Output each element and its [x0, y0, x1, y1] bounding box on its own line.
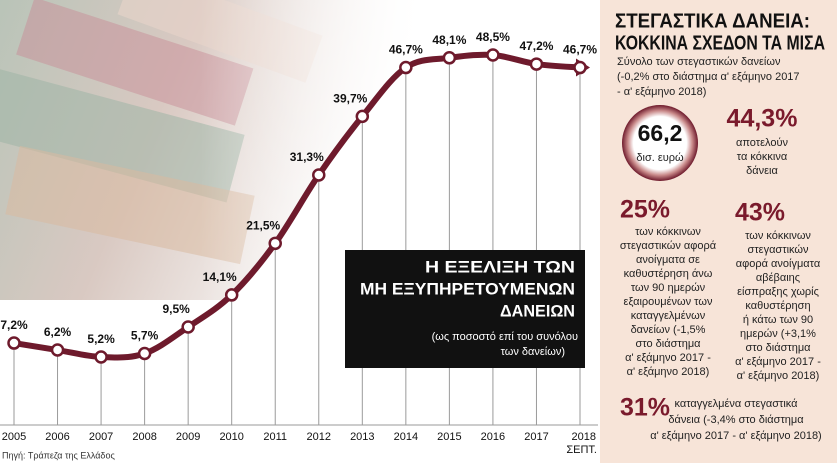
point — [224, 288, 239, 302]
point — [573, 60, 587, 75]
value-label: 48,1% — [432, 33, 466, 47]
block-text: στεγαστικών — [748, 244, 809, 256]
x-tick-label: 2011 — [263, 431, 287, 443]
total-unit: δισ. ευρώ — [636, 152, 684, 164]
point — [181, 320, 195, 334]
block-text: καταγγελμένα στεγαστικά — [674, 398, 798, 410]
block-text: ή κάτω των 90 — [743, 314, 813, 326]
block-text: των κόκκινων — [635, 226, 701, 238]
point — [399, 60, 413, 75]
share-text: τα κόκκινα — [737, 151, 788, 163]
point — [312, 168, 326, 182]
panel-title: ΚΟΚΚΙΝΑ ΣΧΕΔΟΝ ΤΑ ΜΙΣΑ — [615, 32, 825, 54]
block-text: δάνεια (-3,4% στο διάστημα — [668, 414, 804, 426]
block-text: αφορά ανοίγματα — [736, 258, 821, 270]
x-tick-label: 2015 — [437, 431, 461, 443]
panel-subtitle: - α' εξάμηνο 2018) — [617, 86, 706, 98]
block-text: α' εξάμηνο 2018) — [627, 366, 710, 378]
point — [268, 236, 282, 251]
panel-subtitle: Σύνολο των στεγαστικών δανείων — [617, 56, 781, 68]
block-text: α' εξάμηνο 2018) — [737, 370, 820, 382]
block-text: καθυστέρηση άνω — [624, 268, 713, 280]
value-label: 5,7% — [131, 329, 159, 343]
panel-bg — [600, 0, 837, 463]
point — [50, 343, 65, 357]
point — [529, 57, 544, 71]
x-tick-label: 2012 — [307, 431, 331, 443]
x-tick-label: 2008 — [132, 431, 156, 443]
value-label: 14,1% — [203, 270, 237, 284]
value-label: 46,7% — [389, 43, 423, 57]
total: 66,2 — [638, 120, 683, 146]
block-text: καθυστέρηση — [745, 300, 810, 312]
value-label: 47,2% — [519, 39, 553, 53]
block-text: ανοίγματα σε — [636, 254, 700, 266]
point — [7, 336, 21, 350]
line — [13, 51, 581, 361]
x-tick-label: 2010 — [219, 431, 243, 443]
block-text: α' εξάμηνο 2017 - — [625, 352, 711, 364]
block-text: εξαιρουμένων των — [624, 296, 713, 308]
x-tick-label: 2014 — [394, 431, 418, 443]
panel-title: ΣΤΕΓΑΣΤΙΚΑ ΔΑΝΕΙΑ: — [615, 10, 810, 32]
block-text: αβέβαιης — [756, 272, 800, 284]
x-tick-label: 2013 — [350, 431, 374, 443]
x-tick-label: 2016 — [481, 431, 505, 443]
value-label: 39,7% — [333, 92, 367, 106]
chart-title-box — [345, 250, 585, 368]
point — [486, 48, 500, 62]
value-label: 7,2% — [0, 318, 28, 332]
x-tick-label: 2009 — [176, 431, 200, 443]
x-tick-label: 2018 — [572, 431, 596, 443]
block-text: α' εξάμηνο 2017 - — [735, 356, 821, 368]
block-text: των κόκκινων — [745, 230, 811, 242]
block-text: καταγγελμένων — [631, 310, 706, 322]
value-label: 6,2% — [44, 325, 72, 339]
block-text: στο διάστημα — [635, 338, 701, 350]
point — [94, 350, 108, 364]
x-tick-note: ΣΕΠΤ. — [566, 444, 597, 456]
chart-title: Η ΕΞΕΛΙΞΗ ΤΩΝ — [425, 257, 575, 276]
x-tick-label: 2007 — [89, 431, 113, 443]
value-label: 31,3% — [290, 150, 324, 164]
value-label: 5,2% — [87, 332, 115, 346]
chart-subtitle: (ως ποσοστό επί του συνόλου — [432, 331, 578, 343]
block-value: 25% — [620, 196, 670, 224]
block-text: των 90 ημερών — [631, 282, 706, 294]
point — [355, 109, 370, 124]
value-label: 48,5% — [476, 30, 510, 44]
block-text: είσπραξης χωρίς — [737, 286, 819, 298]
chart-title: ΔΑΝΕΙΩΝ — [500, 301, 575, 320]
value-label: 46,7% — [563, 43, 597, 57]
point — [442, 51, 457, 65]
chart-subtitle: των δανείων) — [501, 346, 565, 358]
panel: ΣΤΕΓΑΣΤΙΚΑ ΔΑΝΕΙΑ: ΚΟΚΚΙΝΑ ΣΧΕΔΟΝ ΤΑ ΜΙΣ… — [615, 10, 825, 442]
panel-subtitle: (-0,2% στο διάστημα α' εξάμηνο 2017 — [617, 71, 800, 83]
block-value: 31% — [620, 394, 670, 422]
x-tick-label: 2006 — [45, 431, 69, 443]
block-text: δανείων (-1,5% — [631, 324, 706, 336]
block-text: στο διάστημα — [745, 342, 811, 354]
value-label: 21,5% — [246, 218, 280, 232]
block-text: στεγαστικών αφορά — [620, 240, 717, 252]
block-text: α' εξάμηνο 2017 - α' εξάμηνο 2018) — [650, 430, 821, 442]
share-text: δάνεια — [746, 165, 778, 177]
block-text: ημερών (+3,1% — [740, 328, 816, 340]
point — [137, 346, 152, 361]
source: Πηγή: Τράπεζα της Ελλάδος — [2, 450, 115, 460]
value-label: 9,5% — [162, 302, 190, 316]
chart-title: ΜΗ ΕΞΥΠΗΡΕΤΟΥΜΕΝΩΝ — [360, 279, 575, 298]
total-ring — [622, 105, 698, 181]
x-tick-label: 2017 — [524, 431, 548, 443]
share: 44,3% — [727, 105, 798, 133]
share-text: αποτελούν — [736, 137, 788, 149]
block-value: 43% — [735, 199, 785, 227]
x-tick-label: 2005 — [2, 431, 26, 443]
